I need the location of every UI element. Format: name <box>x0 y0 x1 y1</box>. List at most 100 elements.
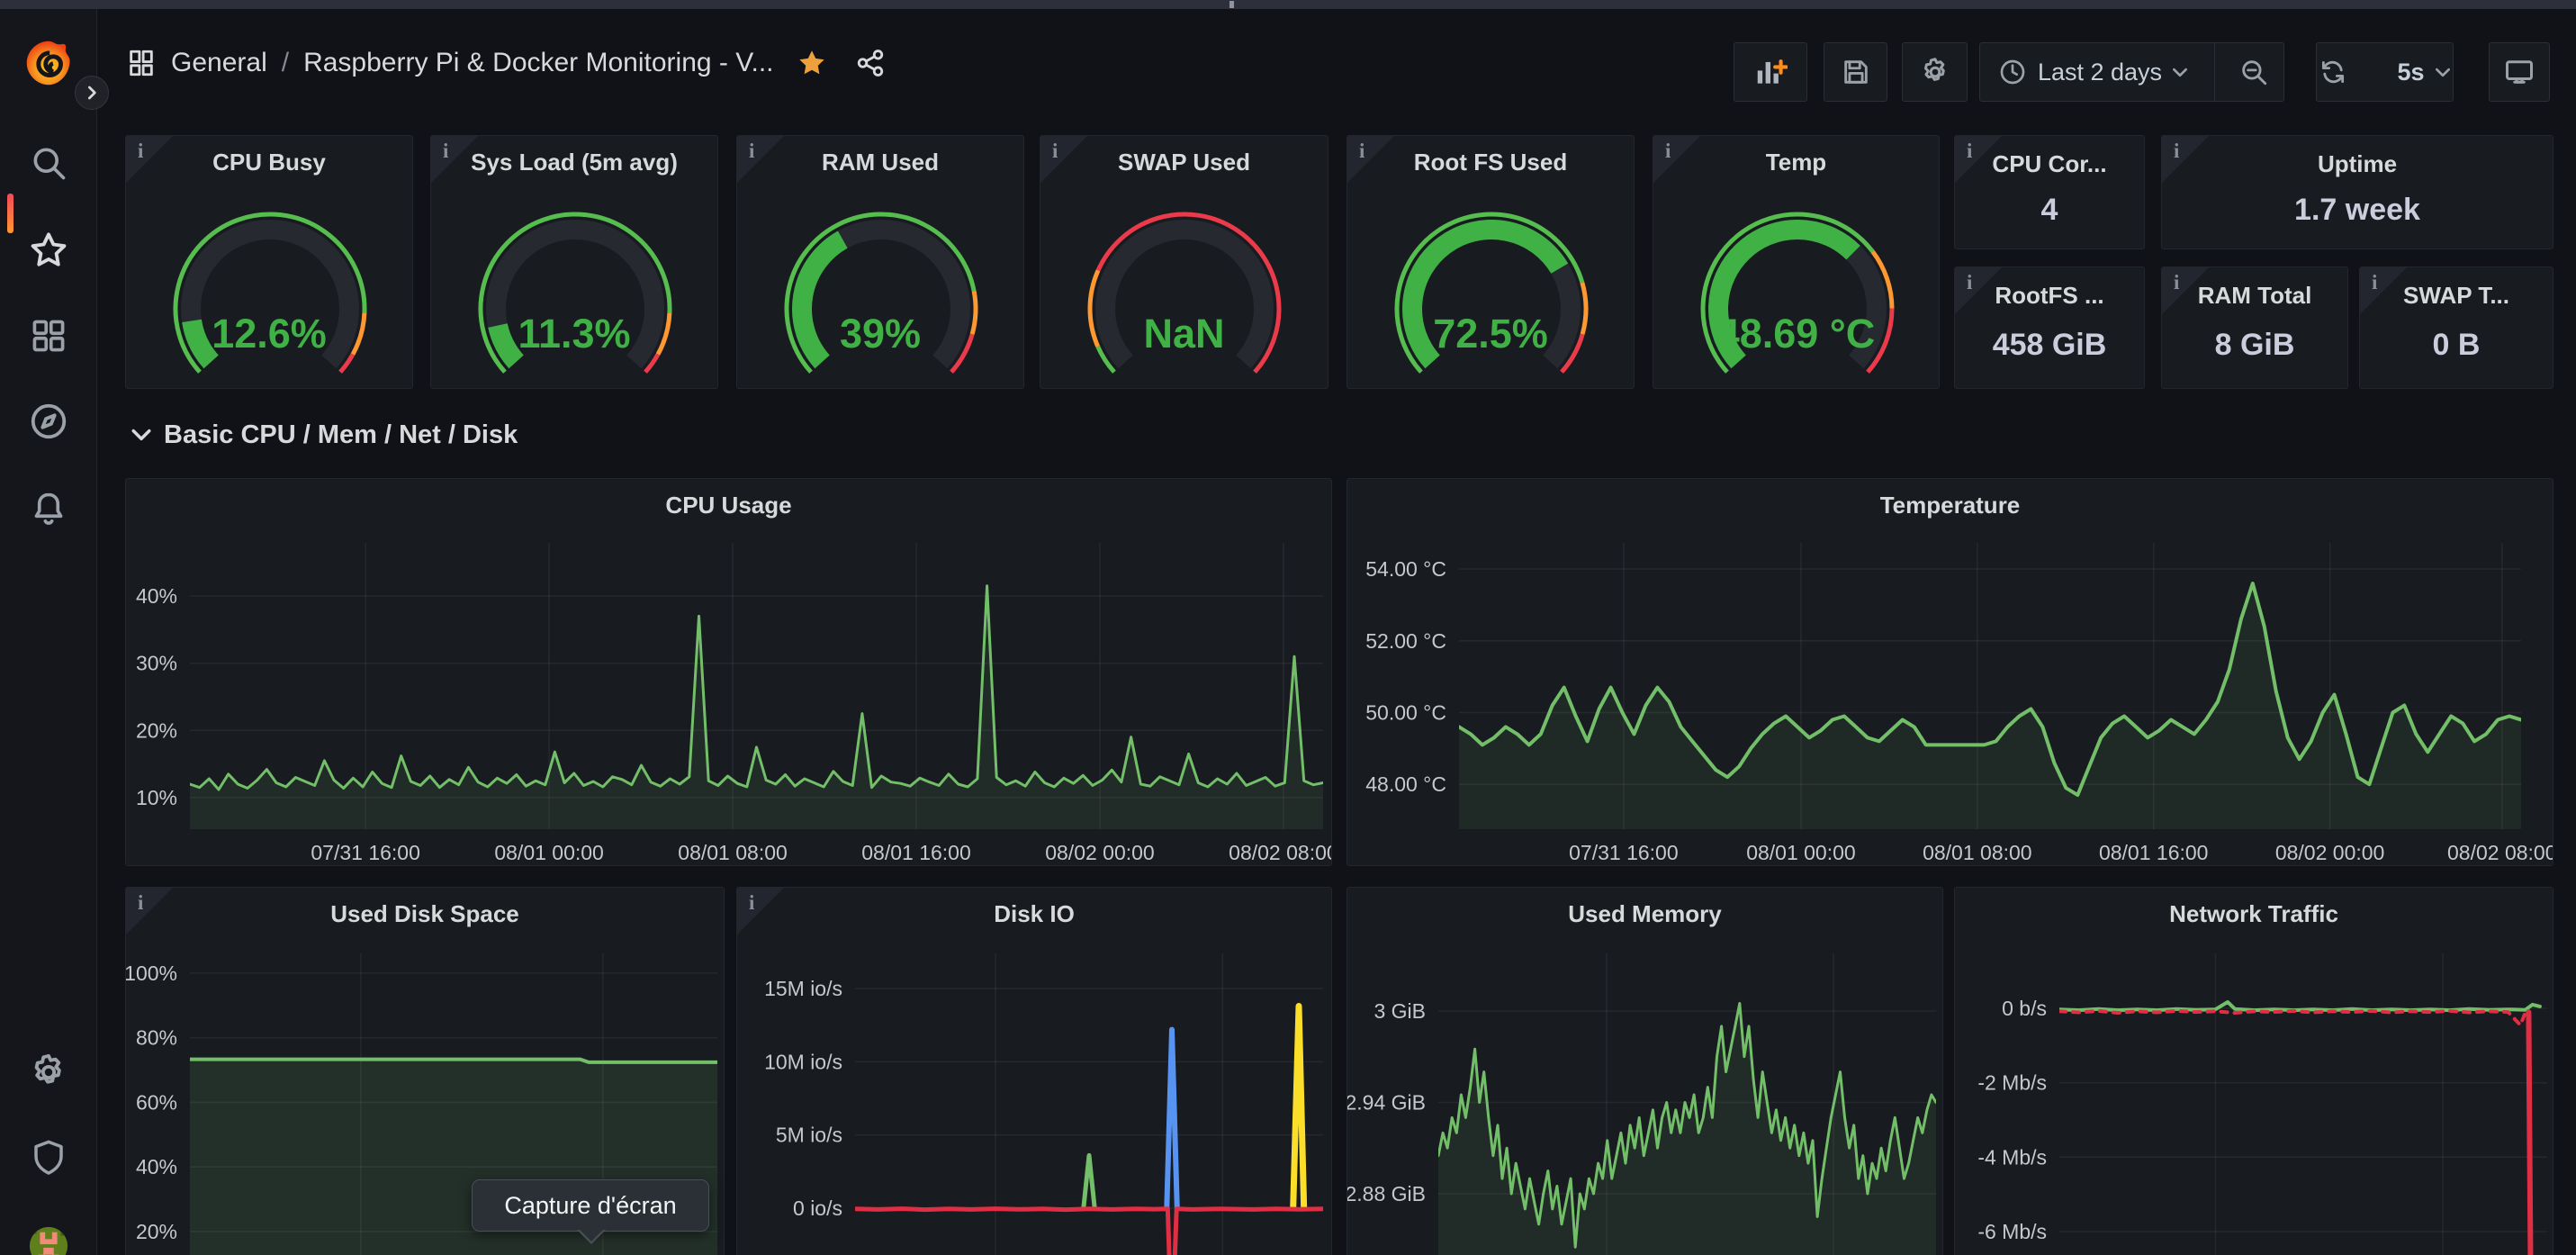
used-memory-chart[interactable]: 3 GiB 2.94 GiB 2.88 GiB <box>1347 888 1943 1255</box>
tv-monitor-icon <box>2506 60 2533 84</box>
svg-text:2.94 GiB: 2.94 GiB <box>1347 1090 1426 1114</box>
breadcrumb-folder[interactable]: General <box>171 48 267 77</box>
temperature-chart[interactable]: 54.00 °C 52.00 °C 50.00 °C 48.00 °C 07/31 16… <box>1347 479 2553 866</box>
sidebar-item-profile[interactable] <box>0 1215 96 1255</box>
panel-cpu-usage[interactable]: CPU Usage 40% 30% 20% 10% 07/31 16:00 08/01 0… <box>125 478 1332 866</box>
cycle-view-mode-button[interactable] <box>2489 42 2550 102</box>
save-dashboard-button[interactable] <box>1824 42 1887 102</box>
zoom-out-button[interactable] <box>2226 43 2282 101</box>
svg-text:80%: 80% <box>136 1026 177 1050</box>
info-icon[interactable]: i <box>2372 271 2378 293</box>
panel-sys-load[interactable]: i Sys Load (5m avg) 11.3% <box>430 135 718 389</box>
gauge <box>478 212 672 374</box>
panel-swap-total[interactable]: i SWAP T... 0 B <box>2359 266 2553 389</box>
info-corner <box>126 888 173 934</box>
dashboard-settings-button[interactable] <box>1902 42 1968 102</box>
panel-title: SWAP Used <box>1118 149 1250 176</box>
svg-text:08/01 16:00: 08/01 16:00 <box>861 841 971 864</box>
sidebar-item-search[interactable] <box>0 132 96 197</box>
gauge <box>1700 212 1895 374</box>
gauge-value: 39% <box>839 311 922 357</box>
sidebar-expand-button[interactable] <box>75 76 109 110</box>
network-traffic-chart[interactable]: 0 b/s -2 Mb/s -4 Mb/s -6 Mb/s <box>1955 888 2553 1255</box>
panel-uptime[interactable]: i Uptime 1.7 week <box>2161 135 2553 249</box>
svg-text:0 b/s: 0 b/s <box>2002 997 2047 1020</box>
add-panel-button[interactable] <box>1734 42 1807 102</box>
info-corner <box>1040 136 1087 183</box>
panel-ram-total[interactable]: i RAM Total 8 GiB <box>2161 266 2348 389</box>
panel-temperature[interactable]: Temperature 54.00 °C 52.00 °C 50.00 °C 48.0… <box>1347 478 2553 866</box>
panel-used-memory[interactable]: Used Memory 3 GiB 2.94 GiB 2.88 GiB <box>1347 887 1943 1255</box>
info-icon[interactable]: i <box>138 140 144 162</box>
stat-value: 4 <box>2040 192 2058 227</box>
panel-title: RAM Used <box>821 149 939 176</box>
page-title[interactable]: Raspberry Pi & Docker Monitoring - V... <box>303 48 774 77</box>
panel-cpu-busy[interactable]: i CPU Busy 12.6% <box>125 135 413 389</box>
panel-rootfs-total[interactable]: i RootFS ... 458 GiB <box>1954 266 2145 389</box>
info-icon[interactable]: i <box>443 140 449 162</box>
info-icon[interactable]: i <box>1665 140 1671 162</box>
refresh-group: 5s <box>2316 42 2454 102</box>
sidebar-item-home[interactable] <box>0 32 96 97</box>
info-icon[interactable]: i <box>749 891 755 914</box>
svg-text:60%: 60% <box>136 1090 177 1114</box>
svg-text:0 io/s: 0 io/s <box>793 1196 842 1220</box>
time-range-picker[interactable]: Last 2 days <box>1982 43 2203 101</box>
info-corner <box>126 136 173 183</box>
avatar <box>28 1225 69 1255</box>
svg-text:08/02 00:00: 08/02 00:00 <box>2275 841 2385 864</box>
favorite-star-icon[interactable] <box>796 47 828 79</box>
info-icon[interactable]: i <box>749 140 755 162</box>
sidebar-item-starred[interactable] <box>0 220 96 284</box>
disk-io-chart[interactable]: 15M io/s 10M io/s 5M io/s 0 io/s <box>737 888 1332 1255</box>
gauge-value: 12.6% <box>212 311 327 357</box>
sidebar-item-configuration[interactable] <box>0 1042 96 1106</box>
panel-cpu-cores[interactable]: i CPU Cor... 4 <box>1954 135 2145 249</box>
cpu-usage-chart[interactable]: 40% 30% 20% 10% 07/31 16:00 08/01 00:00 08/01 … <box>126 479 1332 866</box>
star-icon <box>28 230 69 275</box>
sidebar-item-server-admin[interactable] <box>0 1126 96 1191</box>
panel-temp[interactable]: i Temp 48.69 °C <box>1653 135 1940 389</box>
gauge-value: 72.5% <box>1433 311 1548 357</box>
clock-icon <box>2000 59 2025 85</box>
info-icon[interactable]: i <box>1052 140 1058 162</box>
refresh-interval-dropdown[interactable]: 5s <box>2382 43 2463 101</box>
sidebar-item-dashboards[interactable] <box>0 305 96 370</box>
svg-text:-6 Mb/s: -6 Mb/s <box>1977 1220 2047 1243</box>
svg-text:50.00 °C: 50.00 °C <box>1365 700 1446 724</box>
info-corner <box>737 888 784 934</box>
grafana-logo-icon <box>23 38 74 93</box>
panel-network-traffic[interactable]: Network Traffic 0 b/s -2 Mb/s -4 Mb/s -6 Mb… <box>1954 887 2553 1255</box>
share-icon[interactable] <box>855 48 886 78</box>
panel-title: Temp <box>1765 149 1827 176</box>
info-corner <box>1955 267 2002 314</box>
panel-root-fs-used[interactable]: i Root FS Used 72.5% <box>1347 135 1635 389</box>
info-icon[interactable]: i <box>1359 140 1365 162</box>
row-header-basic-cpu[interactable]: Basic CPU / Mem / Net / Disk <box>131 416 518 454</box>
info-icon[interactable]: i <box>138 891 144 914</box>
info-icon[interactable]: i <box>1967 271 1973 293</box>
panel-title: Root FS Used <box>1413 149 1568 176</box>
refresh-icon <box>2322 60 2345 84</box>
panel-swap-used[interactable]: i SWAP Used NaN <box>1040 135 1329 389</box>
stat-value: 0 B <box>2432 328 2481 362</box>
panel-title: Temperature <box>1879 492 2021 519</box>
gauge <box>173 212 367 374</box>
svg-text:08/02 08:00: 08/02 08:00 <box>2447 841 2553 864</box>
row-header-label: Basic CPU / Mem / Net / Disk <box>164 420 518 449</box>
info-icon[interactable]: i <box>1967 140 1973 162</box>
svg-text:40%: 40% <box>136 1155 177 1178</box>
time-picker-group: Last 2 days <box>1979 42 2284 102</box>
panel-title: RootFS ... <box>1995 282 2104 309</box>
panel-title: Used Disk Space <box>330 900 519 927</box>
panel-disk-io[interactable]: i Disk IO 15M io/s 10M io/s 5M io/s 0 io/s <box>736 887 1332 1255</box>
info-icon[interactable]: i <box>2174 140 2180 162</box>
dashboard-grid-icon[interactable] <box>126 48 157 78</box>
info-icon[interactable]: i <box>2174 271 2180 293</box>
svg-text:54.00 °C: 54.00 °C <box>1365 557 1446 581</box>
sidebar-item-explore[interactable] <box>0 391 96 456</box>
refresh-button[interactable] <box>2305 43 2361 101</box>
sidebar-item-alerting[interactable] <box>0 478 96 543</box>
panel-ram-used[interactable]: i RAM Used 39% <box>736 135 1024 389</box>
info-corner <box>1347 136 1394 183</box>
